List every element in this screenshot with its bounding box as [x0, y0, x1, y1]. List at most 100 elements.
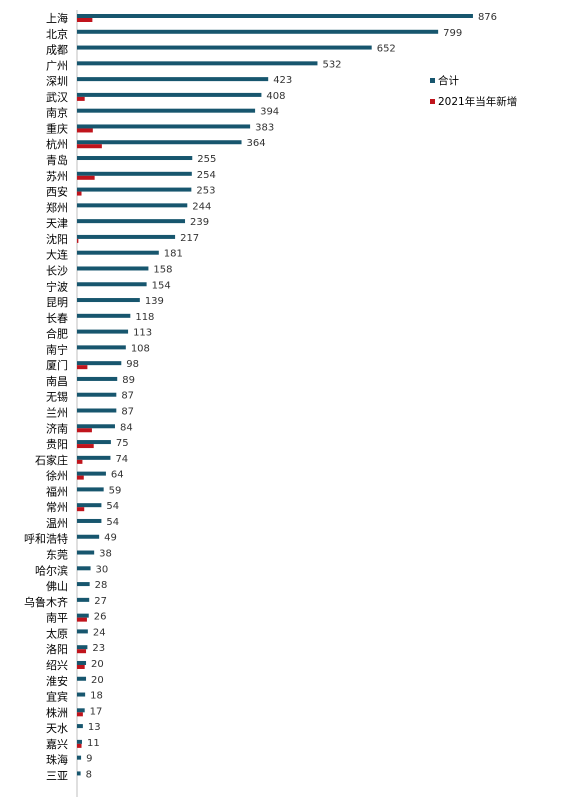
bar-new: [77, 444, 94, 449]
bar-total: [77, 408, 117, 413]
bar-total: [77, 503, 102, 508]
value-label: 108: [131, 343, 150, 354]
category-label: 宜宾: [46, 690, 68, 704]
bar-total: [77, 518, 102, 523]
value-label: 59: [109, 485, 122, 496]
category-label: 乌鲁木齐: [24, 595, 68, 609]
value-label: 20: [91, 659, 104, 670]
bar-new: [77, 617, 87, 622]
bar-new: [77, 459, 83, 464]
category-label: 南平: [46, 612, 68, 625]
category-label: 杭州: [46, 137, 68, 151]
legend: 合计 2021年当年新增: [430, 74, 517, 108]
value-label: 89: [122, 375, 135, 386]
category-label: 温州: [46, 517, 68, 530]
value-label: 239: [190, 217, 209, 228]
bar-total: [77, 108, 256, 113]
category-label: 珠海: [46, 753, 68, 767]
bar-total: [77, 440, 111, 445]
value-label: 30: [96, 564, 109, 575]
value-label: 23: [92, 643, 105, 654]
category-label: 北京: [46, 27, 68, 41]
category-label: 徐州: [46, 469, 68, 483]
category-label: 绍兴: [46, 658, 68, 672]
bar-total: [77, 124, 251, 129]
bar-new: [77, 475, 84, 480]
bar-total: [77, 629, 88, 634]
category-label: 呼和浩特: [24, 532, 68, 546]
bar-total: [77, 156, 193, 161]
bar-total: [77, 724, 83, 729]
category-label: 南京: [46, 106, 68, 120]
value-label: 383: [255, 122, 274, 133]
value-label: 423: [273, 75, 292, 86]
value-label: 652: [377, 44, 396, 55]
category-label: 郑州: [46, 200, 68, 214]
category-label: 嘉兴: [46, 737, 68, 751]
value-label: 113: [133, 328, 152, 339]
bar-total: [77, 597, 90, 602]
value-label: 98: [126, 359, 139, 370]
value-label: 876: [478, 12, 497, 23]
category-label: 深圳: [46, 75, 68, 88]
value-label: 154: [152, 280, 171, 291]
bars: [76, 10, 473, 797]
value-label: 24: [93, 627, 106, 638]
category-label: 贵阳: [46, 438, 68, 451]
bar-new: [77, 96, 85, 101]
category-label: 兰州: [46, 407, 68, 420]
bar-new: [77, 712, 83, 717]
category-label: 无锡: [46, 390, 68, 404]
category-label: 青岛: [46, 153, 68, 167]
legend-label-total: 合计: [438, 74, 459, 87]
category-label: 哈尔滨: [35, 563, 68, 577]
category-label: 洛阳: [46, 642, 68, 656]
value-label: 158: [153, 264, 172, 275]
category-labels: 上海北京成都广州深圳武汉南京重庆杭州青岛苏州西安郑州天津沈阳大连长沙宁波昆明长春…: [24, 11, 68, 782]
category-label: 长春: [46, 312, 68, 325]
category-label: 天津: [46, 217, 68, 230]
value-label: 26: [94, 612, 107, 623]
bar-new: [77, 144, 102, 149]
value-label: 11: [87, 738, 100, 749]
value-label: 139: [145, 296, 164, 307]
bar-total: [77, 171, 192, 176]
legend-swatch-new: [430, 99, 435, 104]
bar-total: [77, 755, 82, 760]
legend-label-new: 2021年当年新增: [438, 95, 517, 108]
bar-new: [77, 507, 85, 512]
category-label: 大连: [46, 248, 68, 262]
bar-total: [77, 92, 262, 97]
bar-total: [77, 329, 129, 334]
value-label: 118: [135, 312, 154, 323]
bar-total: [77, 234, 176, 239]
bar-total: [77, 282, 147, 287]
bar-total: [77, 692, 86, 697]
bar-total: [77, 77, 269, 82]
bar-total: [77, 739, 82, 744]
bar-new: [77, 743, 82, 748]
category-label: 长沙: [46, 264, 68, 277]
value-label: 54: [106, 517, 119, 528]
bar-total: [77, 455, 111, 460]
category-label: 武汉: [46, 91, 68, 104]
category-label: 沈阳: [46, 232, 68, 246]
bar-total: [77, 534, 100, 539]
bar-total: [77, 14, 473, 18]
category-label: 合肥: [46, 327, 68, 341]
bar-new: [77, 128, 93, 133]
category-label: 成都: [46, 44, 68, 57]
value-label: 28: [95, 580, 108, 591]
bar-total: [77, 266, 149, 271]
bar-total: [77, 613, 89, 618]
value-label: 255: [197, 154, 216, 165]
value-label: 64: [111, 470, 124, 481]
bar-total: [77, 45, 372, 50]
bar-total: [77, 61, 318, 66]
value-label: 27: [94, 596, 107, 607]
category-label: 苏州: [46, 170, 68, 183]
value-label: 181: [164, 249, 183, 260]
category-label: 佛山: [46, 580, 68, 593]
bar-total: [77, 361, 122, 366]
